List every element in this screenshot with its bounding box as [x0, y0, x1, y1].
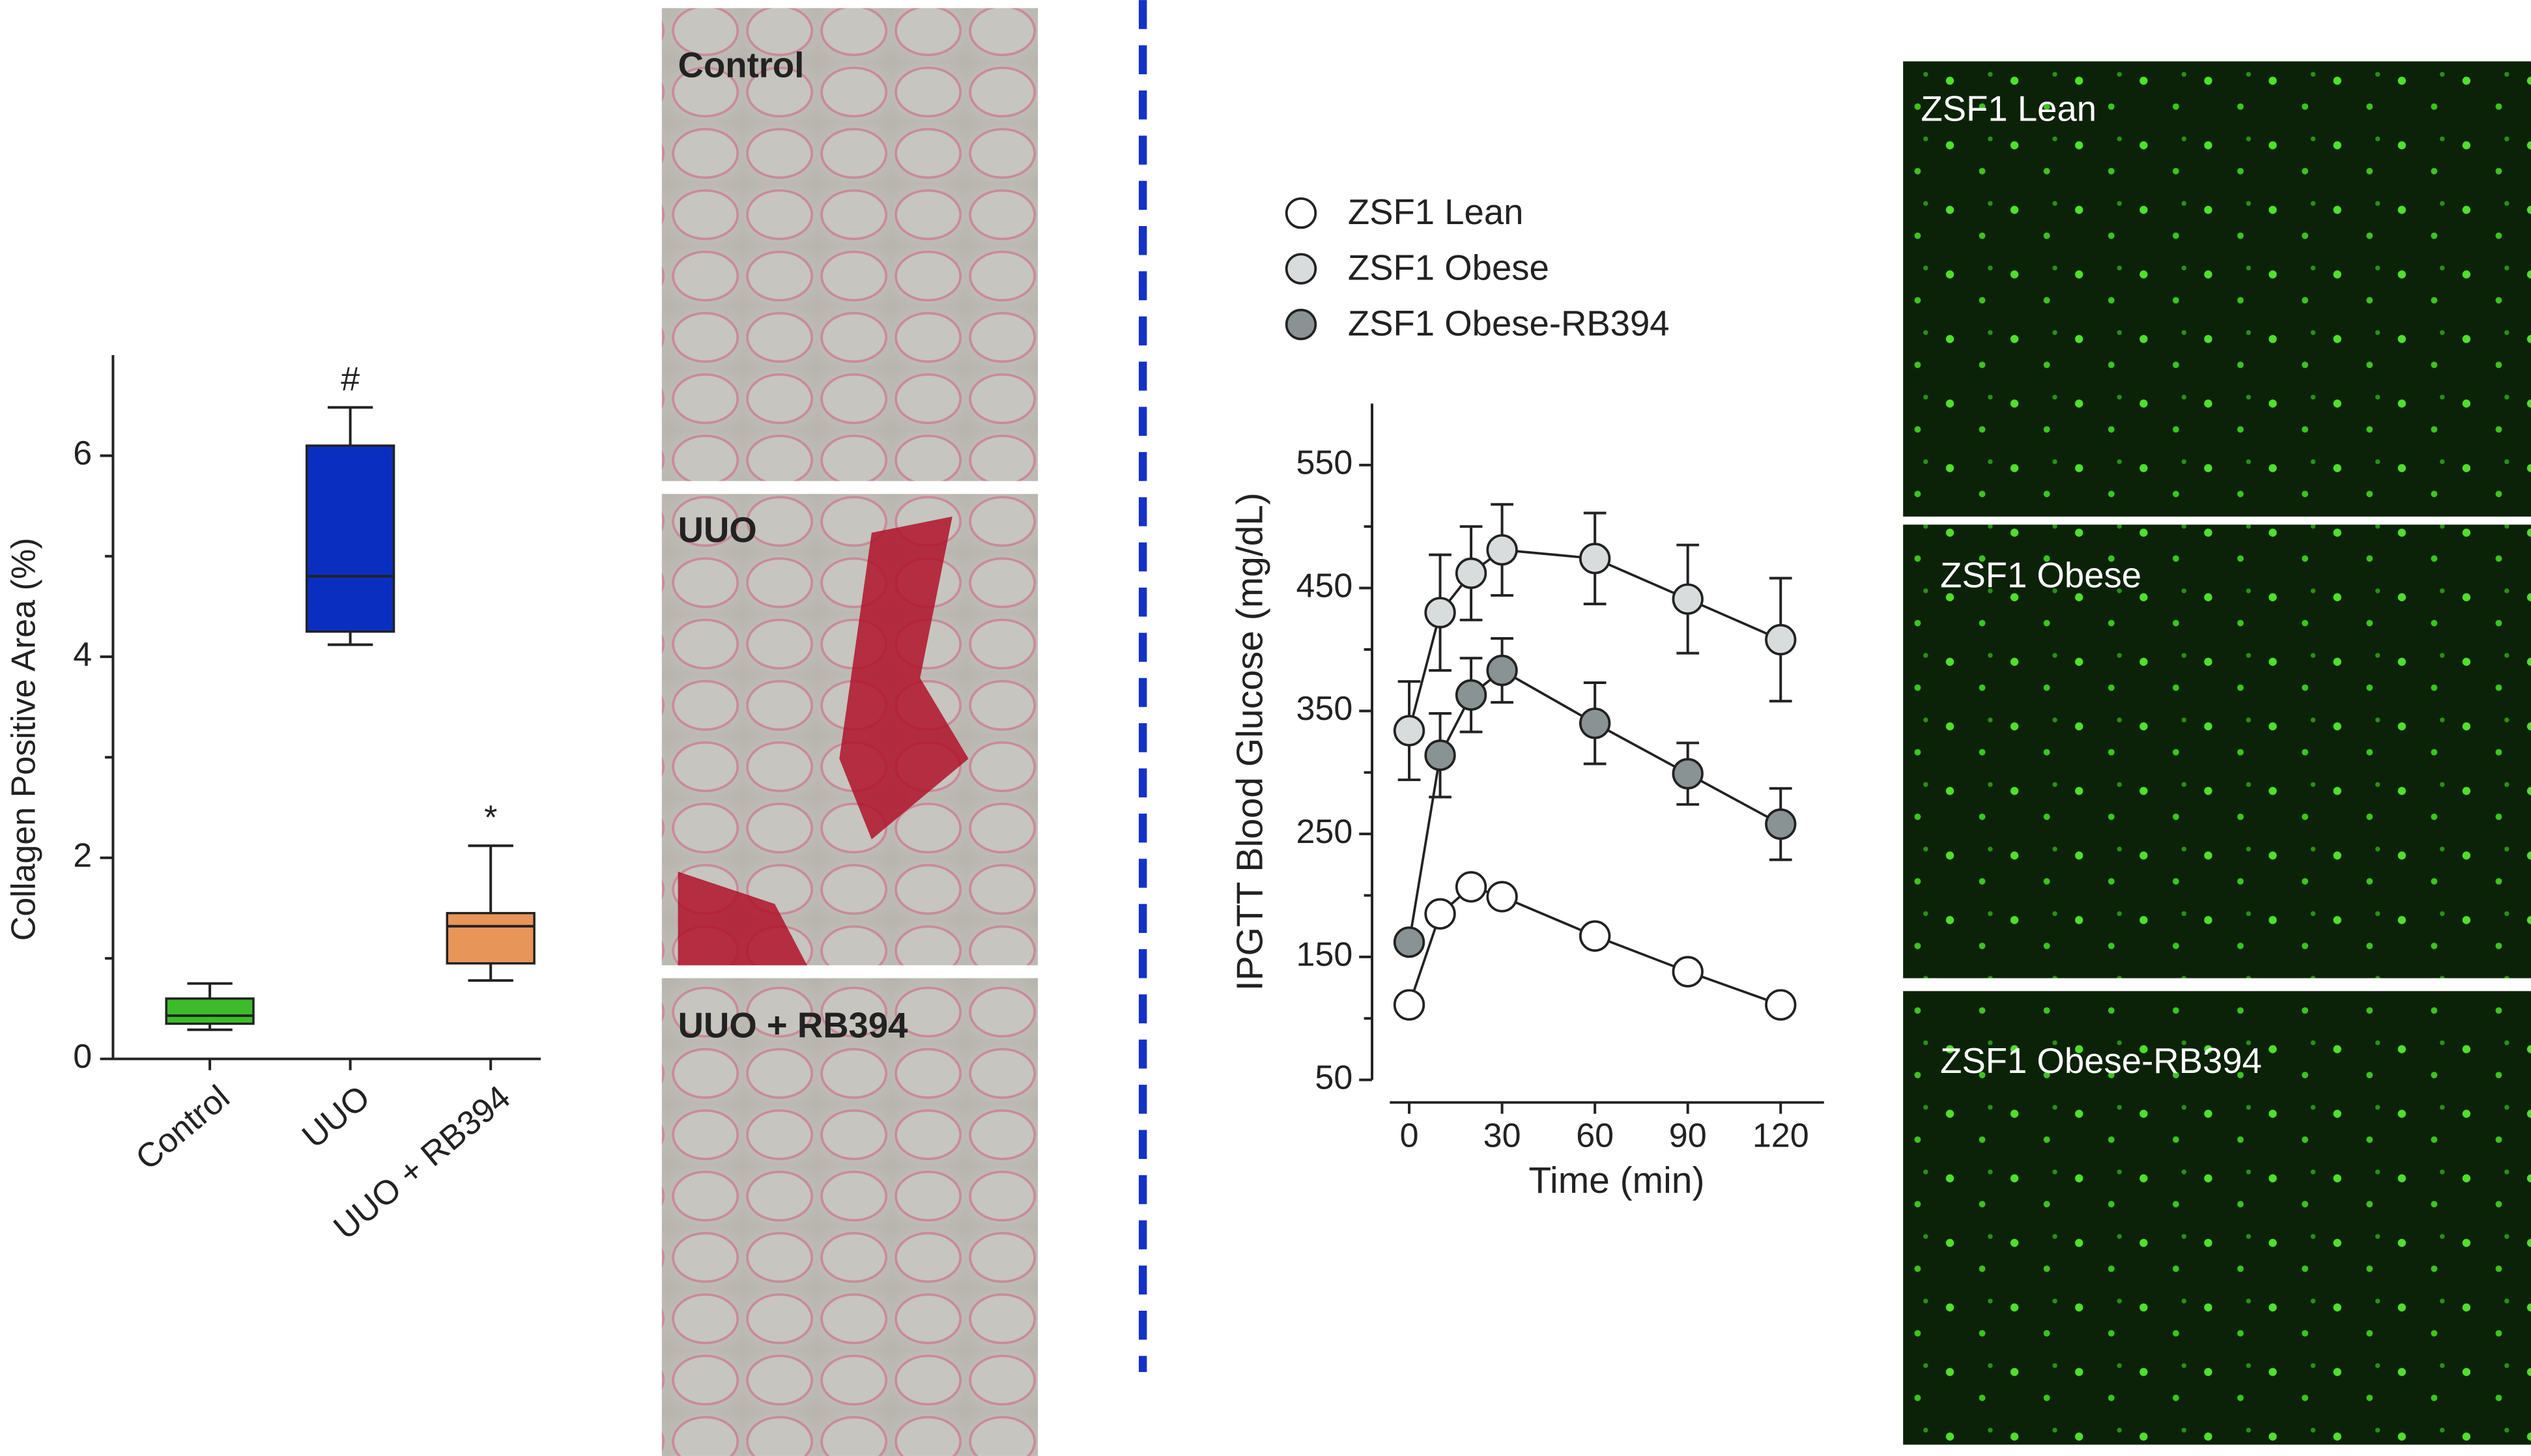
data-point [1579, 543, 1611, 575]
collagen-stain [678, 516, 969, 965]
x-tick-label: 120 [1752, 1117, 1809, 1155]
micrograph [1903, 61, 2531, 517]
y-tick-label: 50 [1315, 1059, 1352, 1096]
y-tick-label: 2 [73, 837, 92, 875]
data-point [1393, 715, 1425, 747]
x-tick-label: 90 [1669, 1117, 1707, 1155]
data-point [1672, 758, 1704, 790]
x-axis-label: Time (min) [1528, 1160, 1704, 1201]
data-point [1486, 881, 1518, 913]
micrograph [661, 8, 1038, 481]
legend-label: ZSF1 Lean [1348, 192, 1524, 232]
legend-label: ZSF1 Obese [1348, 248, 1549, 287]
panel-label: Control [678, 46, 805, 85]
panel-label: UUO + RB394 [678, 1006, 909, 1046]
y-tick-label: 0 [73, 1038, 92, 1076]
y-tick-label: 150 [1296, 936, 1352, 974]
data-point [1455, 557, 1487, 590]
annotation: * [484, 799, 497, 836]
y-axis-label: Collagen Positive Area (%) [5, 537, 42, 941]
data-point [1455, 871, 1487, 903]
micrograph [1903, 991, 2531, 1445]
micrograph [1903, 524, 2531, 978]
panel-label: ZSF1 Obese [1940, 555, 2141, 595]
y-tick-label: 250 [1296, 813, 1352, 851]
data-point [1765, 623, 1797, 656]
x-tick-label: Control [129, 1078, 237, 1177]
y-tick-label: 550 [1296, 444, 1352, 482]
data-point [1393, 989, 1425, 1021]
box [446, 911, 536, 965]
box [165, 997, 255, 1025]
data-point [1393, 926, 1425, 958]
fluorescence-panels: ZSF1 Lean ZSF1 Obese ZSF1 Obese-RB394 [1903, 61, 2531, 1445]
legend-marker [1285, 308, 1317, 341]
annotation: # [341, 361, 360, 399]
legend-label: ZSF1 Obese-RB394 [1348, 304, 1670, 343]
panel-label: ZSF1 Obese-RB394 [1940, 1041, 2262, 1081]
data-point [1672, 956, 1704, 988]
legend-marker [1285, 197, 1317, 229]
data-point [1765, 989, 1797, 1021]
data-point [1424, 739, 1456, 771]
micrograph [661, 978, 1038, 1456]
x-tick-label: UUO [295, 1078, 377, 1156]
box [306, 444, 395, 633]
data-point [1486, 654, 1518, 687]
y-tick-label: 6 [73, 435, 92, 472]
data-point [1765, 808, 1797, 840]
data-point [1672, 583, 1704, 615]
y-tick-label: 350 [1296, 690, 1352, 728]
panel-label: ZSF1 Lean [1921, 89, 2096, 128]
panel-label: UUO [678, 510, 757, 550]
data-point [1579, 920, 1611, 952]
data-point [1455, 679, 1487, 711]
data-point [1579, 707, 1611, 739]
histology-panels: Control UUO UUO + RB394 [661, 8, 1038, 1456]
data-point [1486, 534, 1518, 566]
x-tick-label: 30 [1483, 1117, 1521, 1155]
x-tick-label: 60 [1576, 1117, 1614, 1155]
y-tick-label: 4 [73, 636, 92, 674]
y-tick-label: 450 [1296, 567, 1352, 605]
data-point [1424, 898, 1456, 930]
legend-marker [1285, 253, 1317, 285]
data-point [1424, 597, 1456, 629]
y-axis-label: IPGTT Blood Glucose (mg/dL) [1229, 492, 1271, 991]
x-tick-label: 0 [1400, 1117, 1419, 1155]
